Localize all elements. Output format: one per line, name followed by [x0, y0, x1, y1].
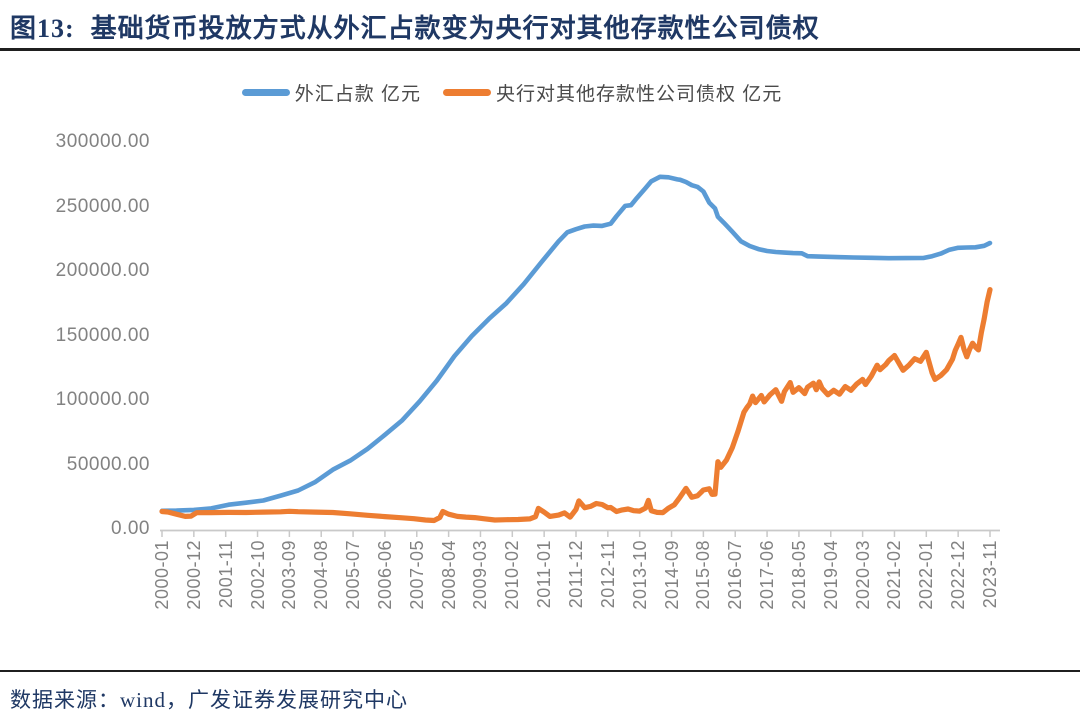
x-tick-label: 2006-06 [374, 540, 395, 610]
fx-line-swatch-icon [241, 89, 290, 96]
x-tick-label: 2015-08 [693, 540, 714, 610]
x-tick-label: 2020-03 [852, 540, 873, 610]
x-tick-label: 2000-12 [183, 540, 204, 610]
x-tick-label: 2004-08 [311, 540, 332, 610]
footer-divider [0, 670, 1080, 672]
y-tick-label: 300000.00 [55, 131, 150, 152]
y-tick-label: 0.00 [111, 518, 150, 539]
chart-legend: 外汇占款 亿元 央行对其他存款性公司债权 亿元 [0, 79, 1080, 106]
figure-number: 图13: [10, 14, 75, 43]
x-tick-label: 2023-11 [980, 540, 1000, 609]
legend-item-claims: 央行对其他存款性公司债权 亿元 [443, 79, 782, 106]
y-tick-label: 250000.00 [55, 195, 150, 217]
y-tick-label: 150000.00 [55, 324, 150, 346]
x-tick-label: 2013-10 [629, 540, 650, 610]
legend-item-fx: 外汇占款 亿元 [241, 79, 421, 106]
x-tick-label: 2022-12 [948, 540, 969, 610]
x-tick-label: 2019-04 [820, 540, 841, 610]
source-note: 数据来源：wind，广发证券发展研究中心 [10, 688, 408, 712]
x-tick-label: 2003-09 [279, 540, 300, 610]
legend-label-claims: 央行对其他存款性公司债权 亿元 [496, 84, 783, 105]
figure-title: 图13: 基础货币投放方式从外汇占款变为央行对其他存款性公司债权 [10, 8, 820, 45]
cb-claims-line [159, 287, 993, 524]
x-tick-label: 2016-07 [725, 540, 746, 610]
x-tick-label: 2014-09 [661, 540, 682, 610]
x-tick-label: 2021-02 [884, 540, 905, 610]
x-tick-label: 2005-07 [343, 540, 364, 610]
x-tick-label: 2010-02 [502, 540, 523, 610]
x-tick-label: 2018-05 [788, 540, 809, 610]
x-tick-label: 2011-01 [534, 540, 555, 609]
x-tick-label: 2002-10 [247, 540, 268, 610]
x-tick-label: 2022-01 [916, 540, 937, 610]
claims-line-swatch-icon [443, 89, 491, 96]
x-tick-label: 2008-04 [438, 540, 459, 610]
x-tick-label: 2011-12 [566, 540, 586, 609]
fx-reserves-line [159, 174, 993, 514]
legend-label-fx: 外汇占款 亿元 [294, 84, 421, 105]
x-tick-label: 2017-06 [757, 540, 778, 610]
x-tick-label: 2009-03 [470, 540, 491, 610]
x-tick-label: 2007-05 [406, 540, 427, 610]
x-tick-label: 2001-11 [215, 540, 236, 609]
y-tick-label: 200000.00 [55, 260, 150, 281]
x-tick-label: 2012-11 [597, 540, 618, 609]
title-divider [0, 48, 1080, 51]
figure-title-text: 基础货币投放方式从外汇占款变为央行对其他存款性公司债权 [90, 14, 820, 43]
y-tick-label: 50000.00 [66, 453, 150, 475]
x-tick-label: 2000-01 [152, 540, 172, 610]
y-tick-label: 100000.00 [55, 389, 150, 410]
